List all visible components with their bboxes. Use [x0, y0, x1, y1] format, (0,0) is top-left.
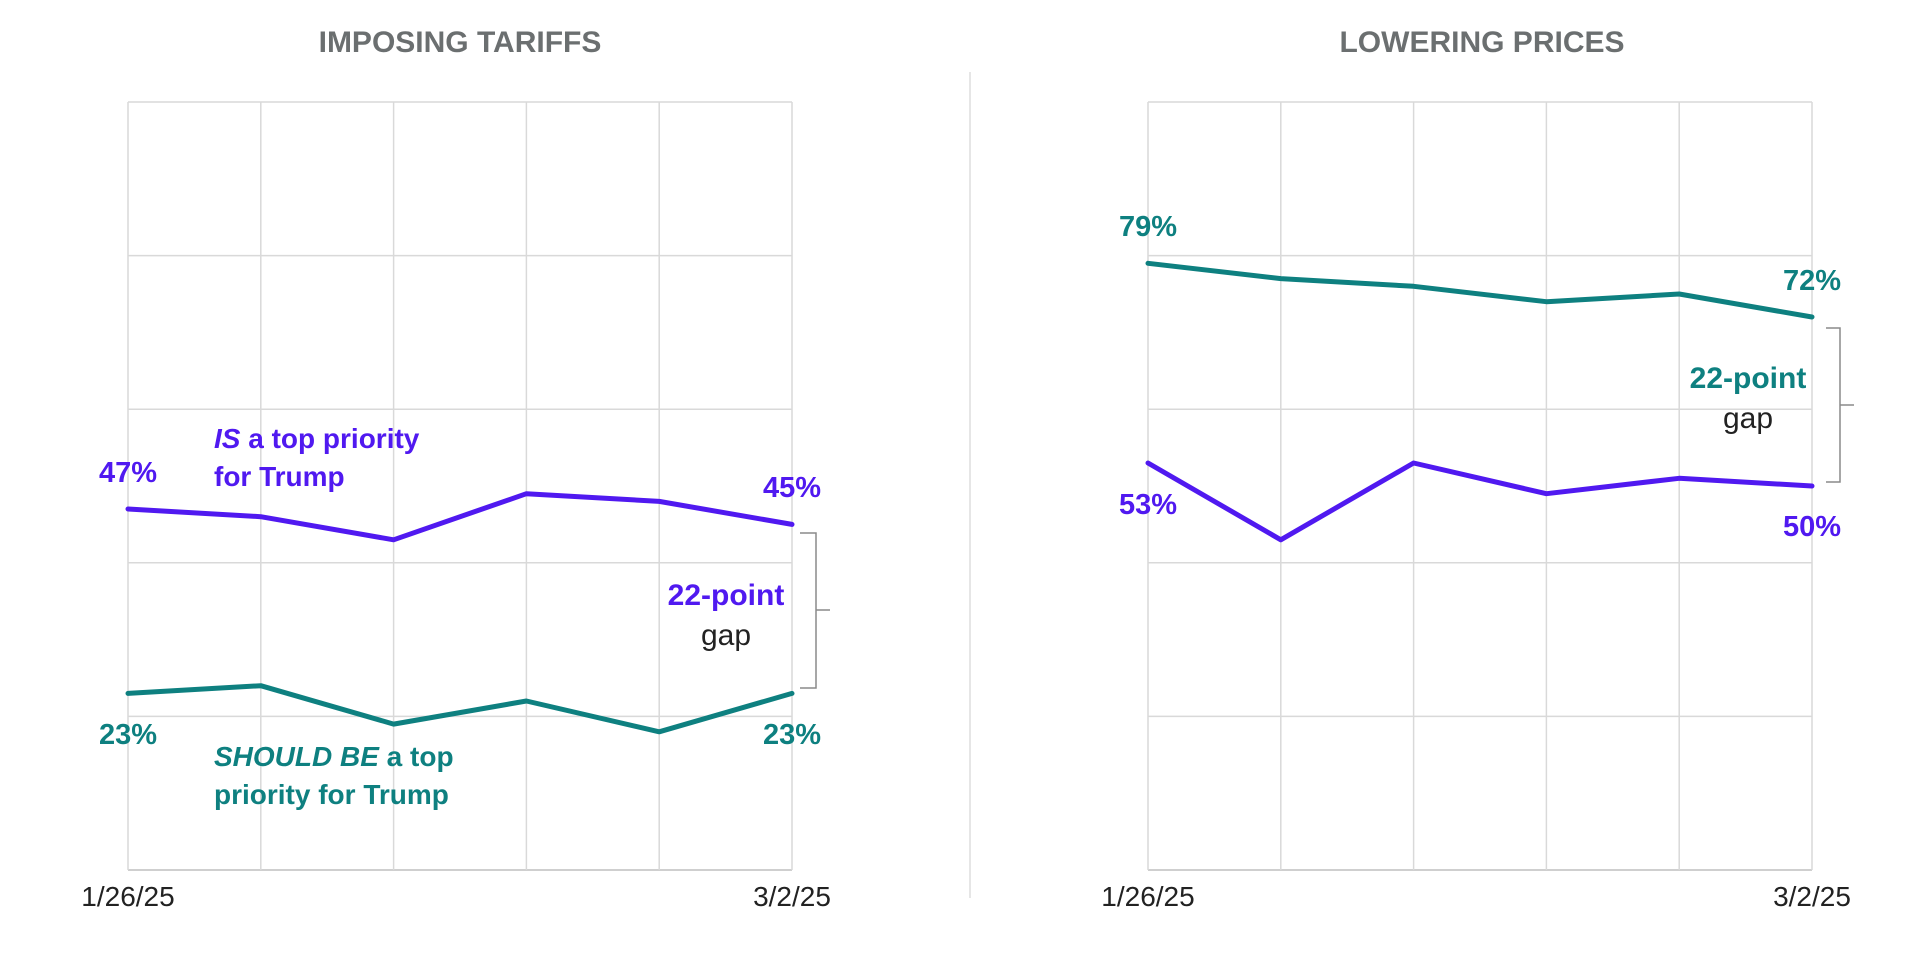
- x-tick-label-start-prices: 1/26/25: [1101, 881, 1194, 912]
- annotation-should-priority: SHOULD BE a top: [214, 741, 454, 772]
- annotation-should-priority-line2: priority for Trump: [214, 779, 449, 810]
- grid-panel-1: [1147, 101, 1813, 871]
- series-line-should-panel-1: [1145, 260, 1815, 320]
- series-line-is-panel-0: [125, 491, 795, 543]
- grid-panel-0: [127, 101, 793, 871]
- x-tick-label-start-tariffs: 1/26/25: [81, 881, 174, 912]
- value-label-prices-should-end: 72%: [1783, 265, 1841, 297]
- gap-label-prices-plain: gap: [1723, 402, 1773, 435]
- value-label-tariffs-is-end: 45%: [763, 472, 821, 504]
- annotation-should-em: SHOULD BE: [214, 741, 380, 772]
- x-tick-label-end-tariffs: 3/2/25: [753, 881, 831, 912]
- annotation-should-rest: a top: [379, 741, 454, 772]
- annotation-is-priority-line2: for Trump: [214, 461, 345, 492]
- chart-title-tariffs: IMPOSING TARIFFS: [319, 26, 602, 59]
- chart-title-prices: LOWERING PRICES: [1339, 26, 1624, 59]
- gap-bracket-tariffs: [800, 532, 830, 689]
- value-label-prices-is-start: 53%: [1119, 489, 1177, 521]
- gap-label-tariffs-bold: 22-point: [668, 579, 785, 612]
- gap-bracket-prices: [1826, 327, 1854, 483]
- value-label-prices-is-end: 50%: [1783, 511, 1841, 543]
- gap-label-prices-bold: 22-point: [1690, 362, 1807, 395]
- series-line-should-panel-0: [125, 683, 795, 735]
- series-line-is-panel-1: [1145, 460, 1815, 543]
- annotation-is-em: IS: [214, 423, 241, 454]
- x-tick-label-end-prices: 3/2/25: [1773, 881, 1851, 912]
- annotation-is-rest: a top priority: [240, 423, 419, 454]
- value-label-tariffs-should-end: 23%: [763, 719, 821, 751]
- value-label-tariffs-should-start: 23%: [99, 719, 157, 751]
- gap-label-tariffs-plain: gap: [701, 619, 751, 652]
- value-label-tariffs-is-start: 47%: [99, 457, 157, 489]
- annotation-is-priority: IS a top priority: [214, 423, 420, 454]
- value-label-prices-should-start: 79%: [1119, 211, 1177, 243]
